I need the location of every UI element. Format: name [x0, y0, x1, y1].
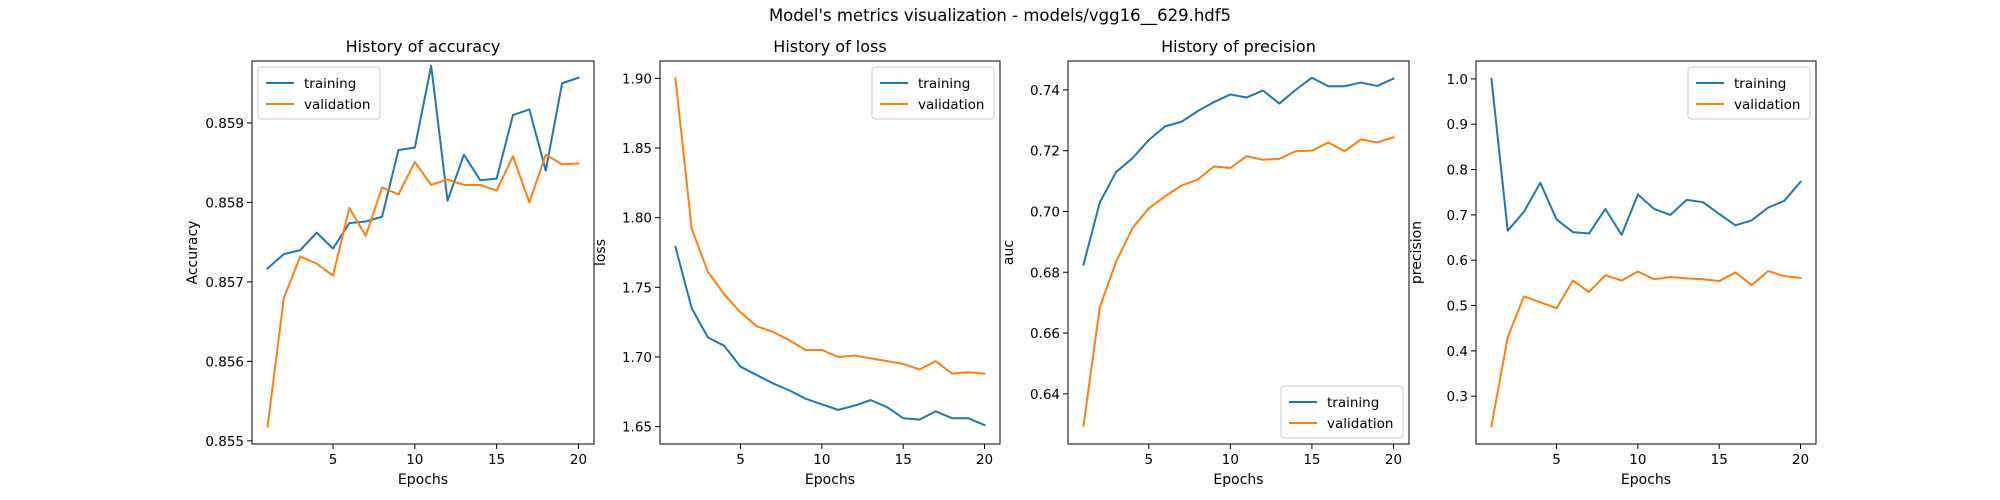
plot-frame — [659, 60, 1001, 445]
legend-label-training: training — [918, 76, 970, 92]
y-tick-label: 1.85 — [622, 141, 652, 157]
x-tick-label: 20 — [570, 452, 587, 468]
chart-panel-3: History of precision 5 10 15 20 0.64 0.66 0.68 0… — [1001, 37, 1410, 488]
y-tick-label: 0.857 — [205, 275, 244, 291]
series-line-validation — [1082, 136, 1395, 427]
y-tick-label: 0.74 — [1030, 83, 1060, 99]
y-axis-label: precision — [1409, 221, 1425, 284]
x-tick-label: 5 — [736, 452, 745, 468]
y-tick-label: 1.90 — [622, 71, 652, 87]
series-line-training — [1490, 77, 1802, 236]
y-tick-label: 0.72 — [1030, 144, 1060, 160]
x-tick-label: 20 — [1792, 452, 1809, 468]
x-tick-label: 10 — [1222, 452, 1239, 468]
x-tick-label: 15 — [488, 452, 505, 468]
legend-box — [1280, 385, 1404, 439]
legend-label-training: training — [1327, 395, 1379, 411]
legend: training validation — [1687, 66, 1811, 120]
legend-label-validation: validation — [1734, 97, 1800, 113]
x-tick-label: 10 — [406, 452, 423, 468]
y-tick-label: 0.4 — [1447, 344, 1468, 360]
legend: training validation — [1280, 385, 1404, 439]
y-tick-label: 0.66 — [1030, 326, 1060, 342]
y-tick-label: 0.3 — [1447, 389, 1468, 405]
legend-label-validation: validation — [1327, 416, 1393, 432]
legend-label-validation: validation — [918, 97, 984, 113]
chart-panel-4: 5 10 15 20 0.3 0.4 0.5 0.6 0.7 0.8 0.9 1.0 Epochs pre… — [1409, 60, 1817, 488]
figure-suptitle: Model's metrics visualization - models/v… — [768, 6, 1232, 25]
series-line-validation — [1490, 270, 1802, 428]
chart-title: History of accuracy — [346, 37, 501, 56]
y-tick-label: 0.9 — [1447, 117, 1468, 133]
x-tick-label: 10 — [813, 452, 830, 468]
y-tick-label: 1.80 — [622, 211, 652, 227]
x-tick-label: 15 — [1711, 452, 1728, 468]
series-line-validation — [674, 77, 986, 375]
x-axis-label: Epochs — [805, 472, 855, 488]
y-tick-label: 0.858 — [205, 195, 244, 211]
x-axis-label: Epochs — [1621, 472, 1671, 488]
x-tick-label: 20 — [976, 452, 993, 468]
y-tick-label: 1.65 — [622, 420, 652, 436]
series-line-training — [674, 245, 986, 427]
chart-title: History of loss — [773, 37, 886, 56]
legend-label-training: training — [304, 76, 356, 92]
x-axis-label: Epochs — [1213, 472, 1263, 488]
x-tick-label: 5 — [1144, 452, 1153, 468]
plot-frame — [1067, 60, 1410, 445]
x-tick-label: 5 — [329, 452, 338, 468]
legend-box — [257, 66, 381, 120]
y-tick-label: 0.856 — [205, 354, 244, 370]
y-tick-label: 0.855 — [205, 434, 244, 450]
chart-title: History of precision — [1161, 37, 1316, 56]
y-tick-label: 0.8 — [1447, 163, 1468, 179]
y-axis-label: loss — [593, 239, 609, 266]
legend-label-validation: validation — [304, 97, 370, 113]
series-line-validation — [266, 153, 580, 428]
series-line-training — [1082, 76, 1395, 266]
y-tick-label: 1.70 — [622, 350, 652, 366]
legend-box — [871, 66, 995, 120]
x-tick-label: 10 — [1629, 452, 1646, 468]
x-tick-label: 15 — [895, 452, 912, 468]
y-axis-label: auc — [1001, 240, 1017, 265]
legend: training validation — [871, 66, 995, 120]
x-tick-label: 15 — [1303, 452, 1320, 468]
plot-frame — [1475, 60, 1817, 445]
y-tick-label: 1.75 — [622, 280, 652, 296]
plot-frame — [251, 60, 595, 445]
legend-box — [1687, 66, 1811, 120]
y-tick-label: 0.6 — [1447, 253, 1468, 269]
chart-panel-1: History of accuracy 5 10 15 20 0.855 0.856 0.85… — [185, 37, 595, 488]
x-axis-label: Epochs — [398, 472, 448, 488]
chart-panel-2: History of loss 5 10 15 20 1.65 1.70 1.75 1.80 1.… — [593, 37, 1001, 488]
y-tick-label: 1.0 — [1447, 72, 1468, 88]
y-axis-label: Accuracy — [185, 221, 201, 285]
series-line-training — [266, 64, 580, 270]
y-tick-label: 0.68 — [1030, 265, 1060, 281]
x-tick-label: 20 — [1385, 452, 1402, 468]
y-tick-label: 0.7 — [1447, 208, 1468, 224]
legend-label-training: training — [1734, 76, 1786, 92]
legend: training validation — [257, 66, 381, 120]
y-tick-label: 0.5 — [1447, 299, 1468, 315]
y-tick-label: 0.70 — [1030, 204, 1060, 220]
y-tick-label: 0.64 — [1030, 387, 1060, 403]
y-tick-label: 0.859 — [205, 116, 244, 132]
x-tick-label: 5 — [1552, 452, 1561, 468]
